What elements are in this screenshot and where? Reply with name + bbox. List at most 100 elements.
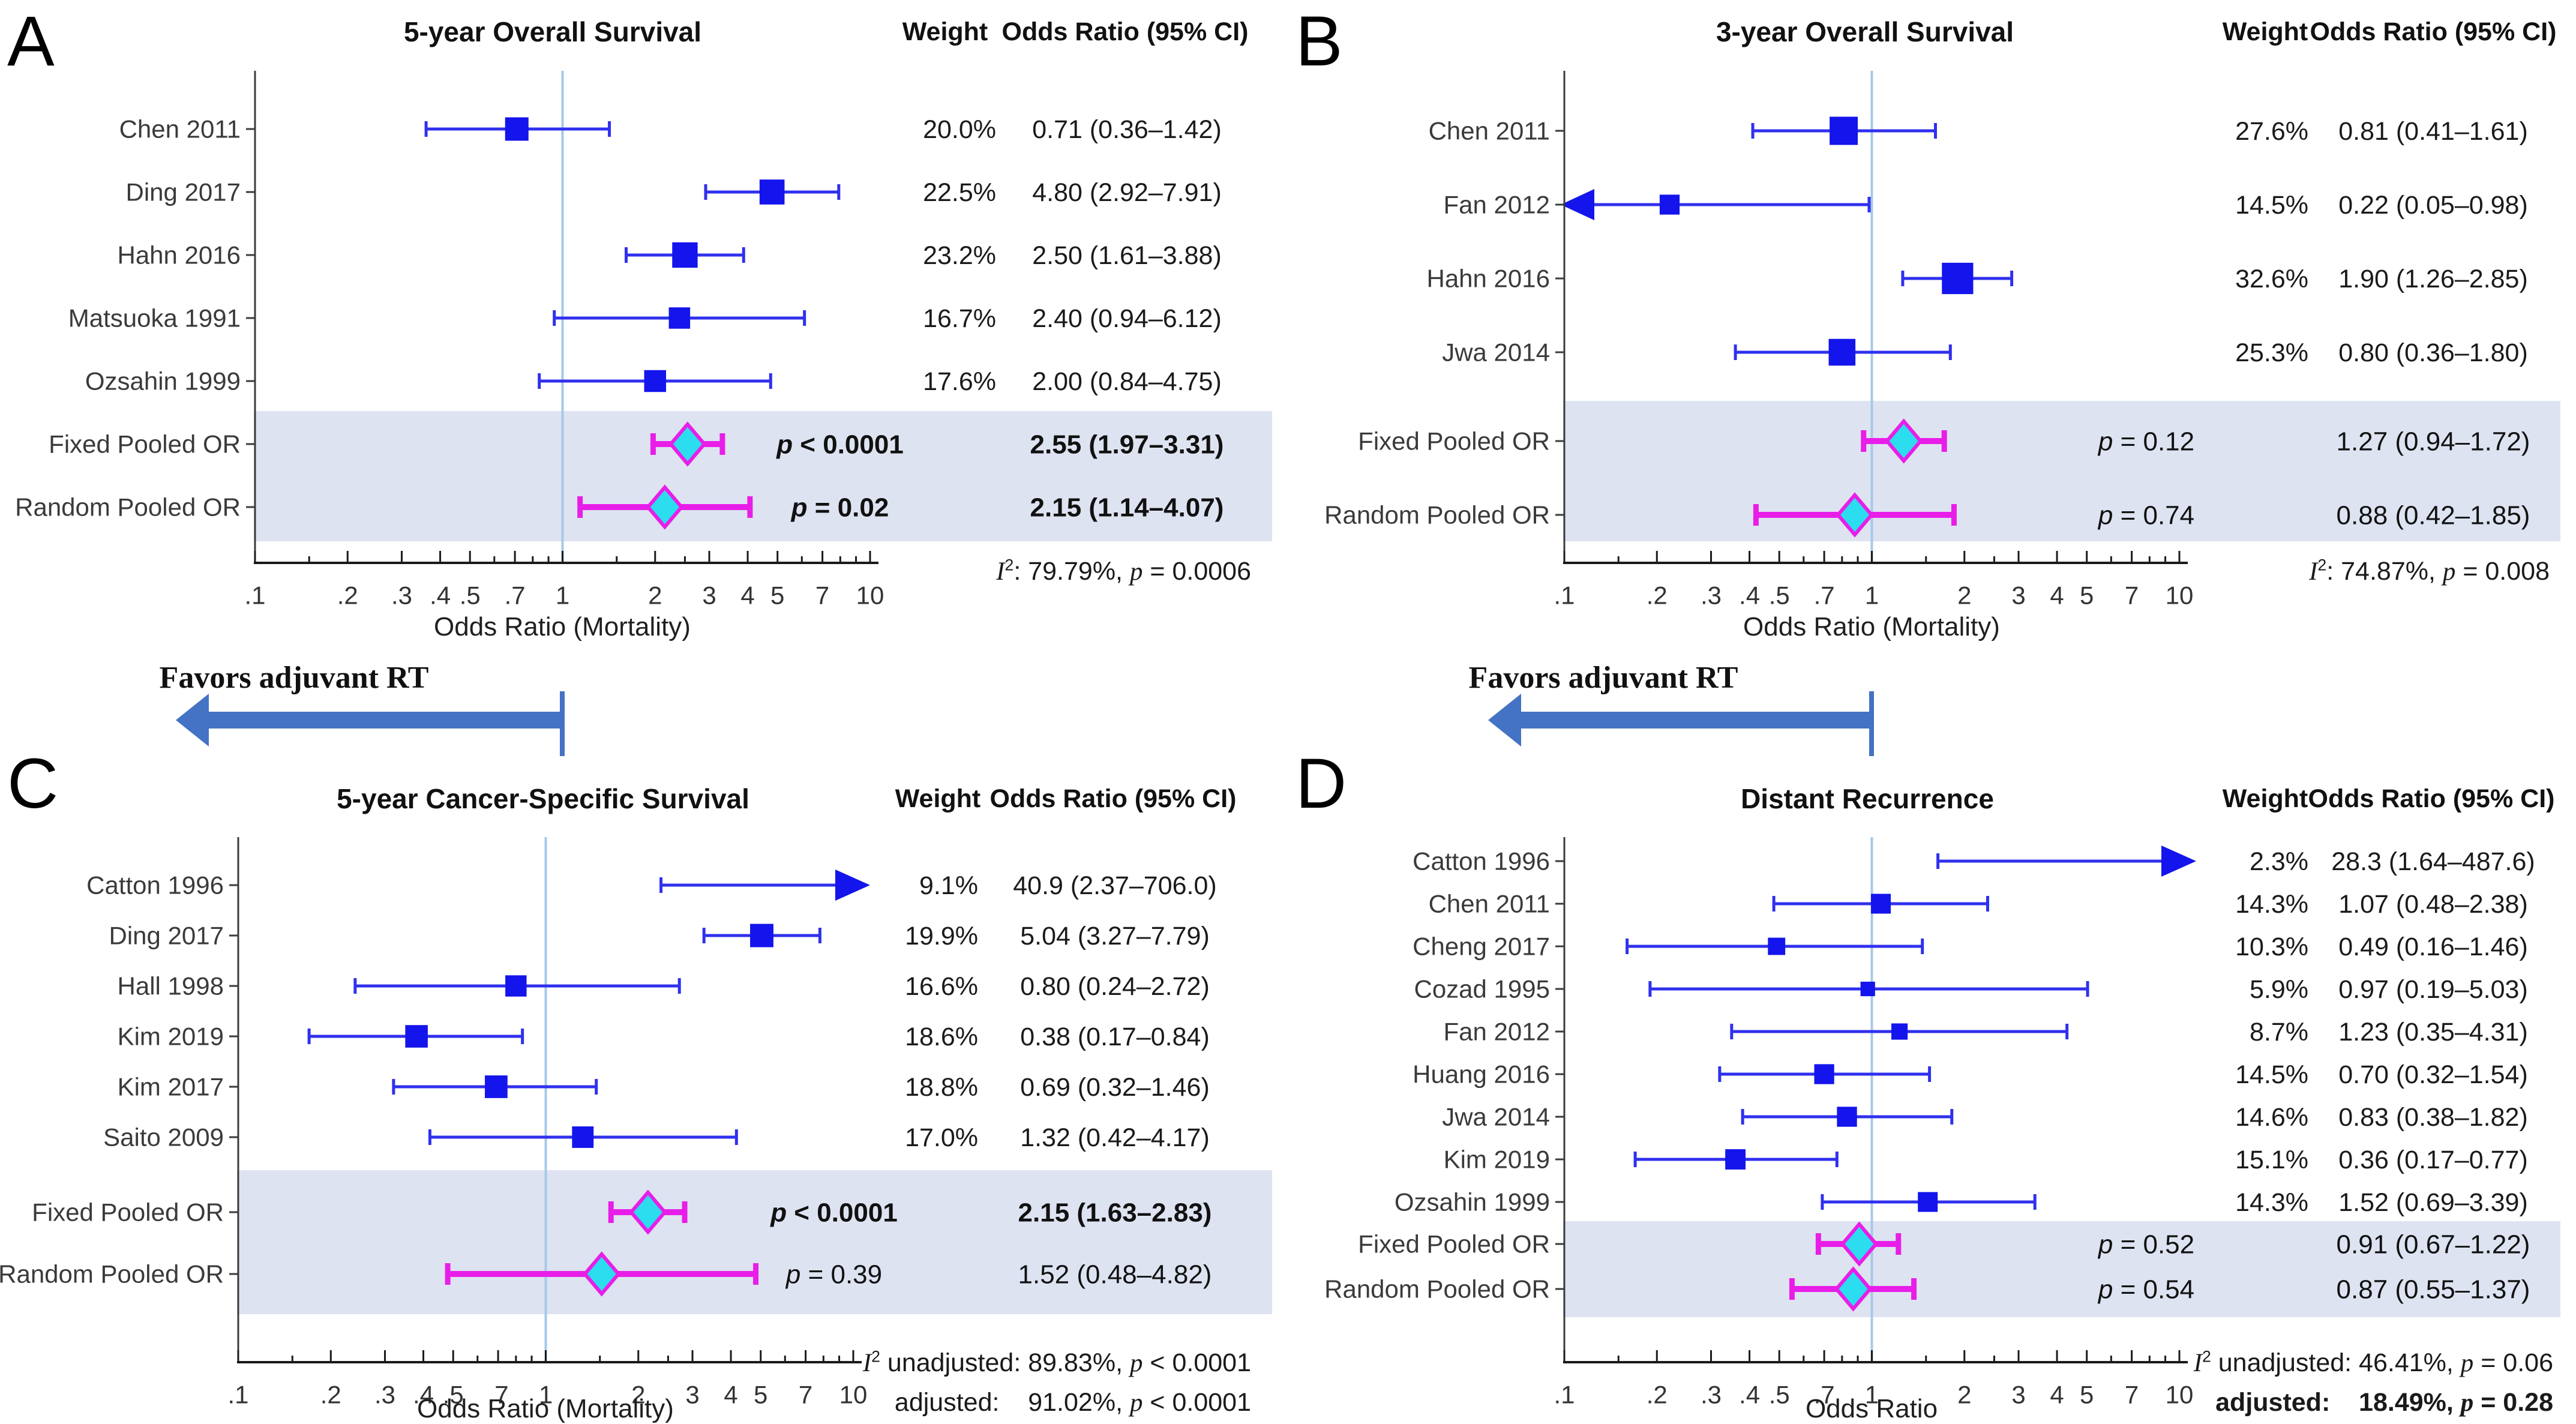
forest-plot-c: Catton 1996 9.1% 40.9 (2.37–706.0) Ding 201… [0,837,1272,1409]
study-row: Hahn 2016 23.2% 2.50 (1.61–3.88) [117,241,1221,270]
study-point-marker [644,370,667,392]
study-weight: 14.3% [2235,890,2308,919]
study-or-ci: 0.70 (0.32–1.54) [2338,1060,2528,1089]
study-row: Chen 2011 20.0% 0.71 (0.36–1.42) [119,115,1222,144]
study-point-marker [1837,1107,1857,1127]
pooled-or-ci: 1.52 (0.48–4.82) [1018,1260,1212,1289]
study-point-marker [405,1025,428,1048]
panel-letter-b: B [1296,2,1343,81]
ci-clipped-left-arrow-icon [1561,189,1594,220]
pooled-p-value: p = 0.54 [2097,1275,2194,1304]
pooled-or-ci: 2.15 (1.14–4.07) [1030,493,1224,522]
pooled-band [1563,1221,2560,1317]
study-weight: 14.3% [2235,1188,2308,1217]
x-tick-label: .7 [1814,1381,1835,1409]
x-tick-label: .4 [413,1381,434,1409]
study-or-ci: 0.80 (0.24–2.72) [1020,972,1210,1001]
study-weight: 14.5% [2235,191,2308,220]
x-tick-label: 10 [2166,1381,2194,1409]
study-row: Kim 2019 15.1% 0.36 (0.17–0.77) [1444,1146,2528,1174]
heterogeneity-stat: I2 unadjusted: 46.41%, p = 0.06 [2193,1347,2553,1377]
x-tick-label: 2 [631,1381,645,1409]
x-tick-label: .7 [1814,581,1835,610]
forest-plot-d: Catton 1996 2.3% 28.3 (1.64–487.6) Chen 201… [1324,837,2560,1409]
x-tick-label: .3 [374,1381,395,1409]
pooled-diamond-marker [1836,492,1874,538]
x-tick-label: .4 [1739,1381,1760,1409]
x-tick-label: 4 [724,1381,737,1409]
study-label: Hall 1998 [118,972,224,1000]
study-weight: 16.6% [905,972,978,1001]
study-row: Saito 2009 17.0% 1.32 (0.42–4.17) [103,1123,1210,1152]
study-row: Ozsahin 1999 14.3% 1.52 (0.69–3.39) [1395,1188,2528,1217]
study-weight: 10.3% [2235,933,2308,961]
panel-b: B 3-year Overall Survival Weight Odds Ra… [1288,0,2576,711]
study-row: Jwa 2014 25.3% 0.80 (0.36–1.80) [1442,338,2528,367]
study-point-marker [1871,894,1891,914]
study-row: Hahn 2016 32.6% 1.90 (1.26–2.85) [1426,262,2528,295]
x-tick-label: .4 [430,581,451,610]
forest-plot-b: Chen 2011 27.6% 0.81 (0.41–1.61)Fan 2012 14… [1324,71,2560,610]
study-weight: 32.6% [2235,265,2308,293]
study-label: Cheng 2017 [1413,933,1550,961]
pooled-p-value: p < 0.0001 [776,430,904,459]
weight-column-header: Weight [895,784,981,813]
study-row: Ding 2017 19.9% 5.04 (3.27–7.79) [109,922,1210,951]
panel-letter-c: C [7,744,59,823]
x-tick-label: .5 [460,581,481,610]
study-label: Kim 2017 [118,1073,224,1101]
panel-letter-d: D [1296,744,1347,823]
x-tick-label: .3 [1701,1381,1722,1409]
study-point-marker [1768,937,1786,955]
study-point-marker [668,307,691,329]
pooled-label: Random Pooled OR [1324,1275,1550,1303]
study-weight: 20.0% [923,115,996,144]
pooled-p-value: p = 0.74 [2097,500,2194,530]
study-or-ci: 0.38 (0.17–0.84) [1020,1023,1210,1051]
heterogeneity-stat: I2: 74.87%, p = 0.008 [2309,556,2550,586]
x-tick-label: .2 [320,1381,341,1409]
study-row: Hall 1998 16.6% 0.80 (0.24–2.72) [118,972,1210,1001]
x-axis-label: Odds Ratio [1805,1394,1938,1423]
x-tick-label: .1 [227,1381,248,1409]
pooled-label: Random Pooled OR [0,1260,224,1288]
study-row: Fan 2012 8.7% 1.23 (0.35–4.31) [1444,1018,2528,1047]
study-weight: 17.6% [923,367,996,396]
panel-title: 5-year Overall Survival [403,16,702,47]
x-tick-label: 7 [2125,581,2139,610]
pooled-label: Fixed Pooled OR [1358,427,1550,455]
study-or-ci: 1.52 (0.69–3.39) [2338,1188,2528,1217]
pooled-label: Fixed Pooled OR [32,1198,224,1227]
x-tick-label: 10 [2166,581,2194,610]
weight-column-header: Weight [2222,784,2308,813]
x-tick-label: .1 [244,581,265,610]
study-weight: 2.3% [2250,847,2308,876]
x-tick-label: 7 [799,1381,812,1409]
x-tick-label: .1 [1554,581,1575,610]
study-or-ci: 40.9 (2.37–706.0) [1013,871,1217,900]
x-tick-label: 7 [2125,1381,2139,1409]
x-tick-label: 2 [1957,581,1971,610]
study-or-ci: 5.04 (3.27–7.79) [1020,922,1210,951]
x-tick-label: 4 [2050,581,2064,610]
or-column-header: Odds Ratio (95% CI) [1001,17,1249,46]
study-point-marker [759,179,785,205]
study-or-ci: 0.97 (0.19–5.03) [2338,975,2528,1004]
x-tick-label: 5 [754,1381,767,1409]
study-weight: 27.6% [2235,117,2308,146]
pooled-band [254,411,1272,541]
x-tick-label: .2 [1647,581,1668,610]
study-point-marker [1659,194,1680,215]
study-weight: 17.0% [905,1123,978,1152]
x-tick-label: .2 [1647,1381,1668,1409]
study-row: Ding 2017 22.5% 4.80 (2.92–7.91) [126,178,1222,207]
pooled-diamond-marker [645,484,684,530]
study-label: Ozsahin 1999 [85,367,241,395]
x-tick-label: 3 [2011,581,2025,610]
pooled-band [1563,401,2560,541]
study-point-marker [485,1075,508,1098]
study-or-ci: 28.3 (1.64–487.6) [2331,847,2535,876]
panel-letter-a: A [7,2,55,81]
or-column-header: Odds Ratio (95% CI) [989,784,1237,813]
x-tick-label: 1 [556,581,569,610]
